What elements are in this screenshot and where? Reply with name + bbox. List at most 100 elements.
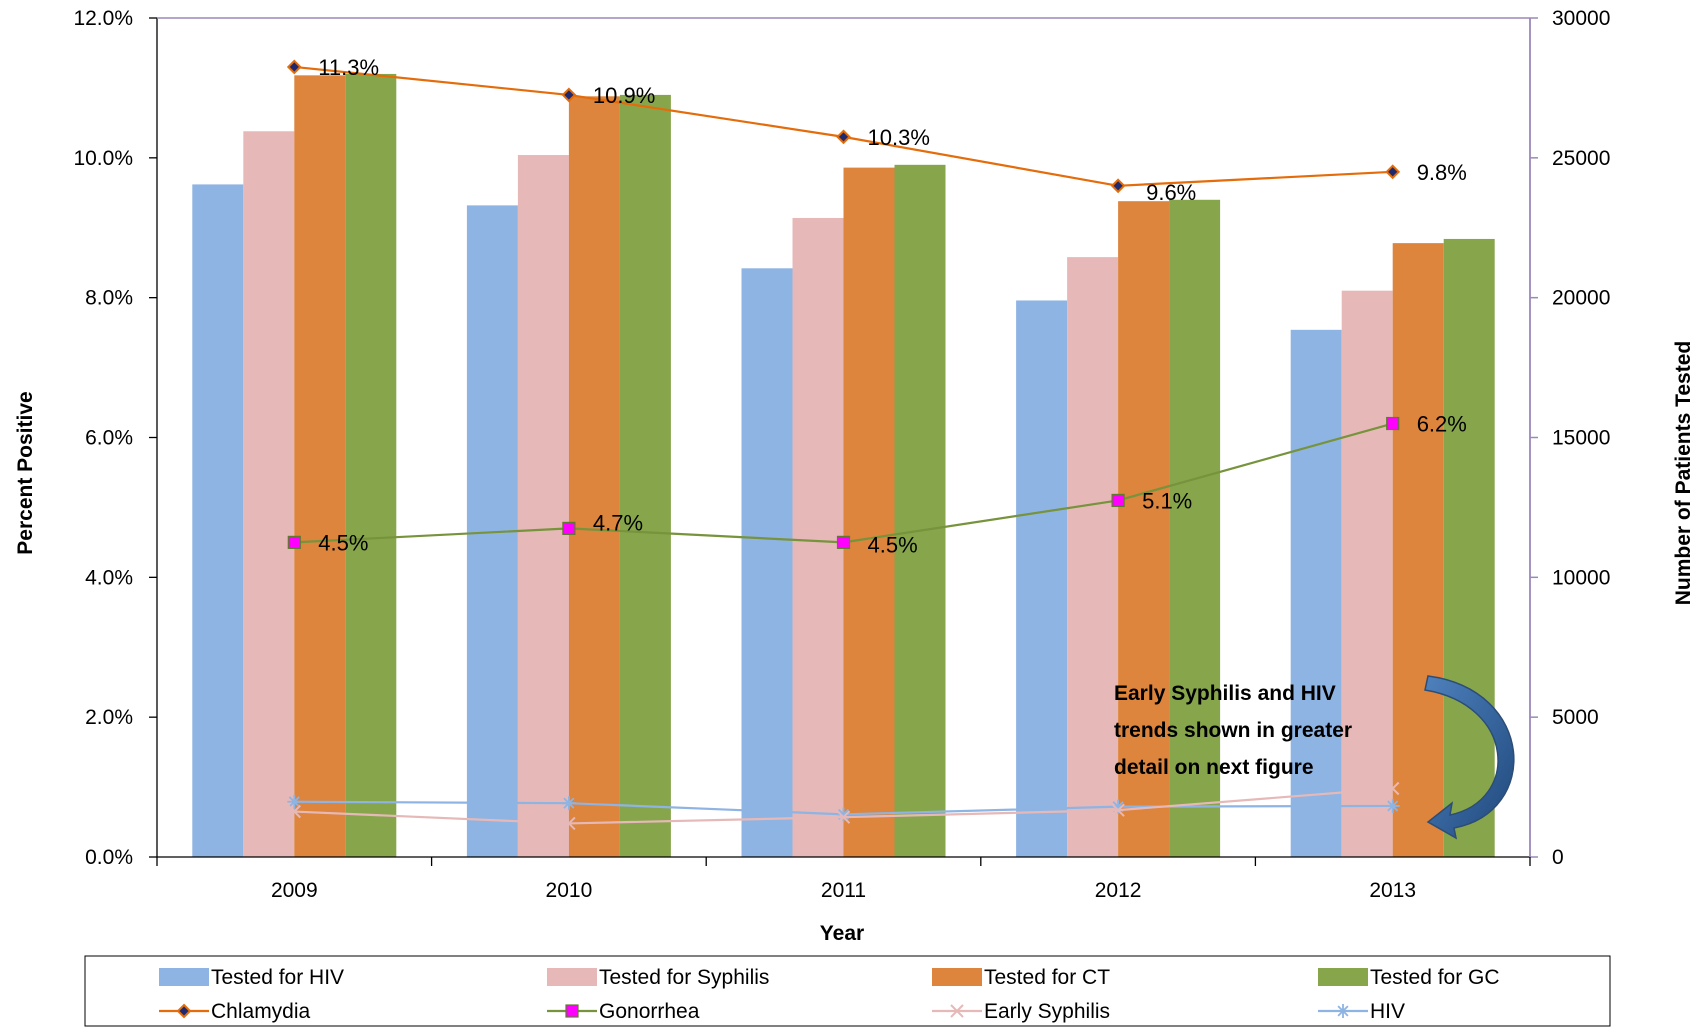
data-point [1386,416,1400,431]
data-point [561,87,577,103]
data-point [1110,178,1126,194]
bar [741,268,793,858]
bar-layer [192,73,1495,858]
x-tick-label: 2009 [271,879,318,902]
y2-tick-label: 10000 [1552,566,1610,589]
data-label: 9.8% [1417,160,1467,185]
data-point [287,535,301,549]
y2-tick-label: 0 [1552,846,1564,869]
y-axis-title: Percent Positive [14,391,37,554]
legend-swatch [547,968,597,986]
bar [192,184,244,857]
y-tick-label: 6.0% [85,427,133,450]
legend-label: HIV [1370,1000,1405,1023]
annotation-line-1: Early Syphilis and HIV [1114,682,1336,705]
data-label: 9.6% [1146,180,1196,205]
data-point [1385,781,1400,796]
data-label: 6.2% [1417,412,1467,437]
line-layer [286,59,1401,831]
data-label-layer: 4.5% 4.7% 4.5% 5.1% 6.2% 11.3% 10.9% 10.3% 9.6% 9… [318,55,1467,557]
bar [619,94,671,858]
data-label: 4.5% [868,532,918,557]
bar [1118,201,1170,858]
y2-axis-title: Number of Patients Tested [1672,341,1695,606]
legend-label: Tested for CT [984,966,1110,989]
data-label: 5.1% [1142,488,1192,513]
legend-label: Gonorrhea [599,1000,700,1023]
data-point [1385,164,1401,180]
bar [1016,300,1068,857]
data-point [287,794,302,809]
data-point [836,810,851,824]
bar [568,96,620,858]
data-point [561,796,576,811]
y2-tick-label: 5000 [1552,706,1599,729]
bar [243,131,295,857]
legend-marker [176,1003,192,1019]
y-tick-label: 0.0% [85,846,133,869]
y2-tick-label: 30000 [1552,7,1610,30]
data-point [287,804,302,819]
curved-arrow-icon [1424,675,1515,840]
data-label: 10.9% [593,83,655,108]
legend-label: Tested for HIV [211,966,344,989]
data-point [562,521,576,535]
legend-swatch [1318,968,1368,986]
x-axis-title: Year [820,922,864,945]
bar [1392,243,1444,858]
bar [345,73,397,857]
legend-label: Tested for GC [1370,966,1500,989]
data-label: 4.5% [318,530,368,555]
y-tick-label: 8.0% [85,287,133,310]
data-point [1385,798,1400,813]
x-tick-label: 2013 [1369,879,1416,902]
x-tick-label: 2012 [1095,879,1142,902]
data-label: 11.3% [318,55,379,80]
legend-label: Tested for Syphilis [599,966,769,989]
y-tick-label: 2.0% [85,706,133,729]
y2-tick-label: 20000 [1552,287,1610,310]
x-tick-label: 2010 [546,879,593,902]
axes-layer: 0.0% 2.0% 4.0% 6.0% 8.0% 10.0% 12.0% 0 5000 10000… [73,7,1610,902]
legend-marker [565,1004,579,1018]
bar [1443,238,1495,858]
data-point [836,807,851,822]
bar [517,155,569,857]
y-tick-label: 10.0% [73,147,133,170]
data-point [1111,803,1125,817]
y2-tick-label: 25000 [1552,147,1610,170]
legend-label: Chlamydia [211,1000,311,1023]
annotation: Early Syphilis and HIV trends shown in g… [1114,675,1515,840]
data-point [1111,799,1126,814]
bar [1067,257,1119,857]
legend-marker [950,1004,964,1018]
annotation-line-2: trends shown in greater [1114,719,1352,742]
data-point [286,59,302,75]
data-point [562,816,576,831]
bar [843,167,895,857]
data-label: 10.3% [868,125,930,150]
bar [294,75,346,857]
bar [1169,199,1221,858]
x-tick-label: 2011 [821,879,866,902]
legend-label: Early Syphilis [984,1000,1110,1023]
legend-swatch [932,968,982,986]
bar [792,217,844,857]
bar [1290,329,1342,857]
legend-marker [1336,1004,1350,1018]
y2-tick-label: 15000 [1552,427,1610,450]
bar [894,164,946,857]
y-tick-label: 4.0% [85,566,133,589]
data-label: 4.7% [593,510,643,535]
data-point [1111,493,1125,508]
annotation-line-3: detail on next figure [1114,756,1314,779]
data-point [836,129,851,145]
series-line [294,65,1393,187]
data-point [836,535,851,549]
legend-box [84,955,1611,1027]
bar [1341,290,1393,857]
y-tick-label: 12.0% [73,7,133,30]
legend-swatch [159,968,209,986]
